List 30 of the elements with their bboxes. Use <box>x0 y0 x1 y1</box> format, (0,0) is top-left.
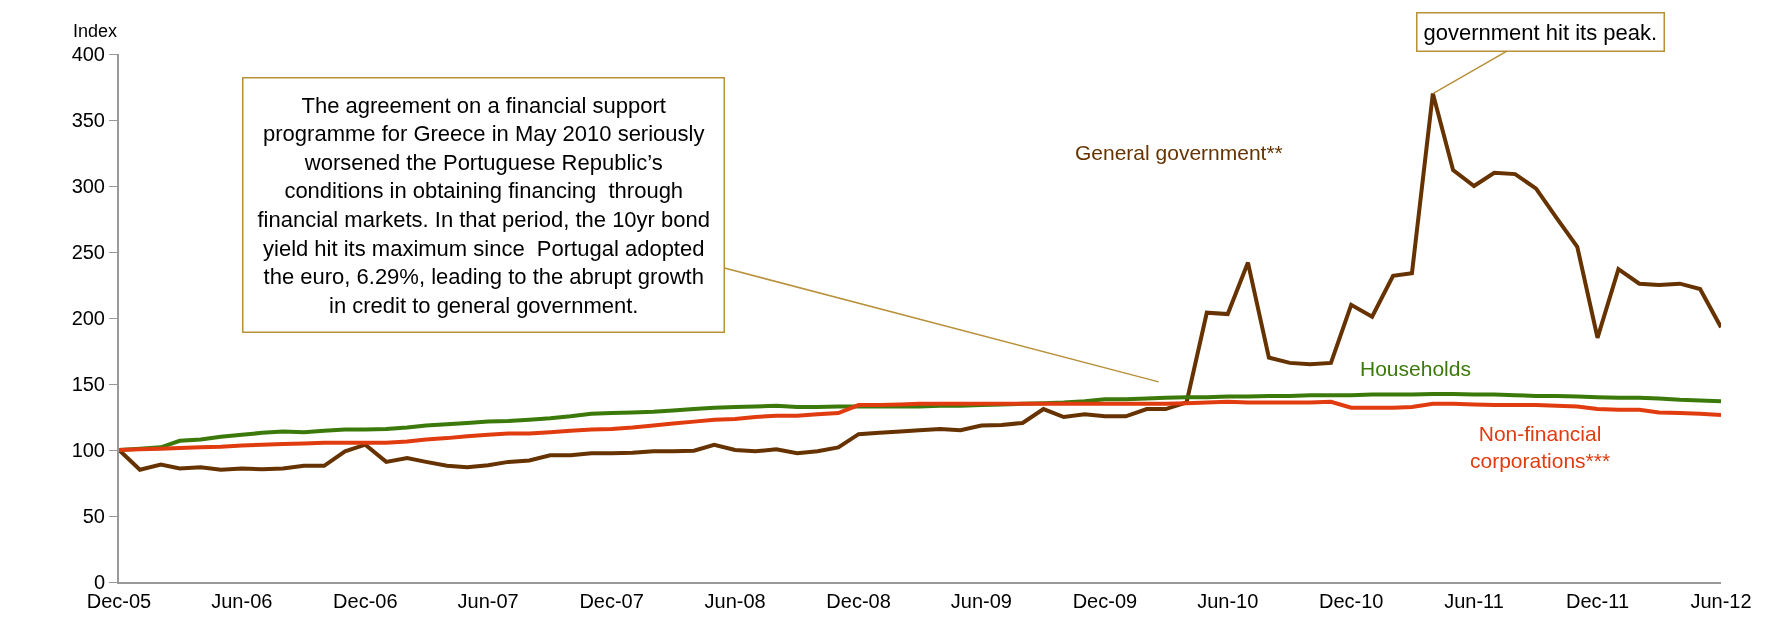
annotation: government hit its peak. <box>1423 19 1658 45</box>
text: General government** <box>1075 141 1283 164</box>
series-label: Non-financial corporations*** <box>1470 422 1611 473</box>
y-tick-label: 350 <box>71 109 105 131</box>
x-tick-label: Dec-11 <box>1566 590 1630 612</box>
y-axis-title: Index <box>73 21 118 41</box>
y-tick-label: 300 <box>71 175 105 197</box>
x-tick-label: Dec-07 <box>579 590 644 612</box>
x-tick-label: Dec-06 <box>333 590 398 612</box>
x-tick-label: Dec-10 <box>1318 590 1384 612</box>
y-tick-label: 400 <box>71 43 105 65</box>
x-tick-label: Jun-09 <box>950 590 1012 612</box>
x-tick-label: Jun-12 <box>1690 590 1752 612</box>
x-tick-label: Jun-10 <box>1197 590 1259 612</box>
x-tick-label: Jun-08 <box>704 590 766 612</box>
y-tick-label: 100 <box>71 439 105 461</box>
y-tick-label: 150 <box>71 373 105 395</box>
series-label: Households <box>1360 357 1471 380</box>
y-tick-label: 0 <box>93 571 105 593</box>
y-tick-label: 200 <box>71 307 105 329</box>
x-tick-label: Dec-08 <box>826 590 891 612</box>
line-series <box>119 91 1721 472</box>
annotation: The agreement on a financial support programme for Greece in May 2010 seriously worsened the Portuguese Republic’s conditions in obtaining financing through financial markets. In that period, the 10yr bond yield hit its maximum since Portugal adopted the euro, 6.29%, leading to the abrupt growth in credit to general government. <box>257 92 710 318</box>
x-tick-label: Jun-11 <box>1444 590 1504 612</box>
y-tick-label: 50 <box>82 505 105 527</box>
x-tick-label: Dec-09 <box>1072 590 1138 612</box>
x-tick-label: Jun-07 <box>457 590 519 612</box>
x-tick-label: Dec-05 <box>86 590 152 612</box>
x-tick-label: Jun-06 <box>211 590 273 612</box>
y-tick-label: 250 <box>71 241 105 263</box>
